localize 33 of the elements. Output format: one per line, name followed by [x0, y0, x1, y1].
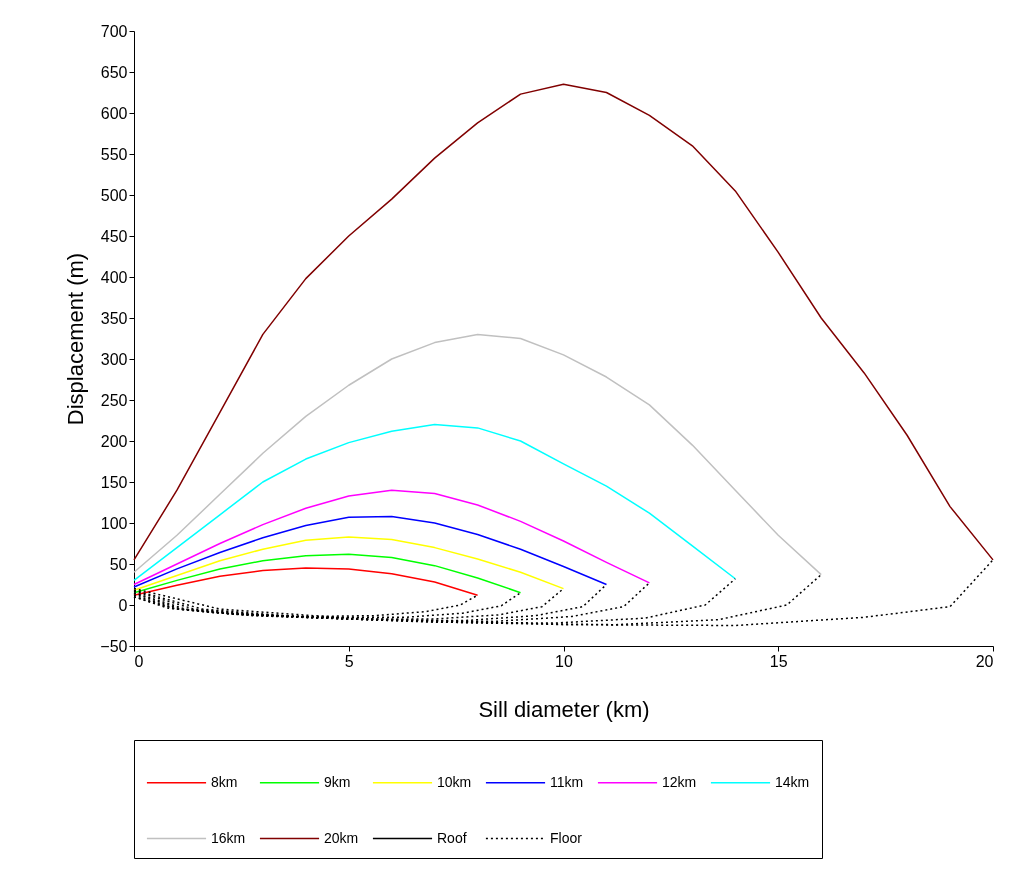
y-tick-label: −50	[100, 637, 128, 655]
y-axis-title: Displacement (m)	[63, 252, 89, 426]
legend-label: 20km	[324, 829, 359, 846]
legend-label: 11km	[550, 773, 584, 790]
x-tick-label: 0	[134, 652, 144, 670]
x-tick-label: 20	[975, 652, 994, 670]
y-tick-label: 400	[100, 268, 128, 286]
legend-label: 16km	[211, 829, 246, 846]
y-tick-label: 700	[100, 22, 128, 40]
y-tick-label: 300	[100, 350, 128, 368]
legend-label: 12km	[662, 773, 697, 790]
y-tick-label: 100	[100, 514, 128, 532]
y-tick-label: 650	[100, 63, 128, 81]
y-tick-label: 50	[109, 555, 128, 573]
legend-label: 10km	[437, 773, 472, 790]
y-tick-label: 350	[100, 309, 128, 327]
y-tick-label: 500	[100, 186, 128, 204]
x-axis-title: Sill diameter (km)	[478, 696, 650, 722]
legend-label: Floor	[550, 829, 583, 846]
x-tick-label: 15	[769, 652, 788, 670]
x-tick-label: 10	[555, 652, 573, 670]
y-tick-label: 150	[100, 473, 128, 491]
y-tick-label: 600	[100, 104, 128, 122]
y-tick-label: 550	[100, 145, 128, 163]
legend-label: 8km	[211, 773, 238, 790]
y-tick-label: 0	[118, 596, 128, 614]
legend-label: Roof	[437, 829, 467, 846]
y-tick-label: 450	[100, 227, 128, 245]
legend-label: 9km	[324, 773, 351, 790]
x-tick-label: 5	[344, 652, 354, 670]
y-tick-label: 250	[100, 391, 128, 409]
legend-label: 14km	[775, 773, 810, 790]
y-tick-label: 200	[100, 432, 128, 450]
